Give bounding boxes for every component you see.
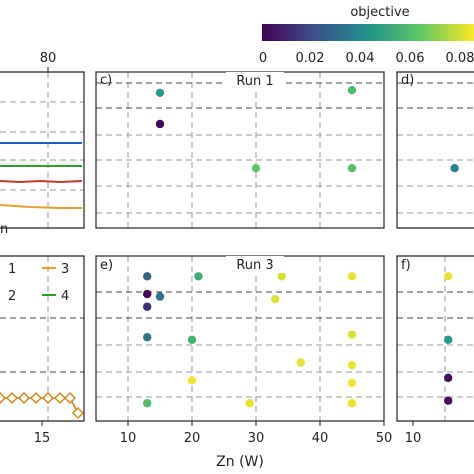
panel-e-point-10 — [187, 335, 197, 344]
series-line-3 — [0, 204, 82, 209]
panel-f-point-2 — [444, 335, 453, 344]
panel-c-point-4 — [251, 164, 261, 173]
colorbar-tick-2: 0.04 — [346, 51, 375, 66]
left-top-frame — [0, 71, 85, 229]
diamond-marker-5 — [41, 391, 55, 405]
panel-f-point-3 — [444, 373, 453, 383]
colorbar-gradient — [262, 24, 474, 41]
left-top-x-tick: 80 — [40, 51, 57, 66]
panel-e: e) Run 3 — [95, 255, 385, 422]
panel-e-point-2 — [194, 272, 203, 281]
left-bottom-x-tick: 15 — [34, 431, 51, 446]
diamond-marker-7 — [63, 391, 77, 405]
colorbar-tick-0: 0 — [259, 51, 267, 66]
panel-e-point-7 — [271, 294, 280, 304]
panel-f-point-1 — [444, 272, 453, 281]
panel-e-point-8 — [143, 302, 152, 311]
colorbar: objective 0 0.02 0.04 0.06 0.08 — [259, 5, 474, 66]
x-axis: 10 20 30 40 50 — [120, 421, 393, 446]
diamond-marker-8 — [71, 406, 84, 420]
diamond-marker-1 — [0, 391, 7, 405]
x-axis-label: Zn (W) — [216, 454, 264, 470]
panel-e-label: e) — [100, 258, 113, 273]
panel-e-point-1 — [143, 272, 152, 281]
panel-c-point-2 — [347, 86, 357, 95]
panel-e-point-18 — [347, 399, 357, 408]
panel-d-label: d) — [401, 73, 414, 88]
panel-f: f) 10 — [396, 255, 474, 446]
panel-f-point-4 — [444, 396, 453, 405]
panel-e-point-5 — [143, 289, 152, 299]
diamond-marker-4 — [29, 391, 43, 405]
panel-e-point-17 — [245, 399, 254, 408]
panel-c-frame — [95, 71, 385, 229]
panel-d: d) — [396, 71, 474, 229]
panel-e-point-3 — [277, 272, 286, 281]
colorbar-tick-1: 0.02 — [296, 51, 325, 66]
panel-e-point-16 — [143, 399, 152, 408]
panel-e-frame — [95, 255, 385, 422]
x-tick-label-10: 10 — [120, 431, 137, 446]
x-tick-label-40: 40 — [312, 431, 329, 446]
panel-c: c) Run 1 — [95, 71, 385, 229]
x-tick-label-50: 50 — [376, 431, 393, 446]
panel-f-label: f) — [401, 258, 411, 273]
panel-c-point-3 — [155, 119, 165, 129]
panel-f-frame — [396, 255, 474, 422]
panel-c-point-1 — [155, 88, 165, 98]
colorbar-tick-3: 0.06 — [396, 51, 425, 66]
left-top-panel: 80 n — [0, 51, 85, 237]
panel-e-point-6 — [155, 292, 165, 301]
panel-d-point-1 — [450, 164, 459, 173]
legend-label-3: 3 — [61, 262, 69, 277]
diamond-marker-6 — [53, 391, 67, 405]
left-top-partial-text: n — [0, 222, 8, 237]
legend: 1 3 2 4 — [8, 262, 69, 304]
colorbar-tick-4: 0.08 — [446, 51, 474, 66]
legend-label-4: 4 — [61, 289, 69, 304]
panel-e-point-15 — [347, 378, 357, 388]
panel-e-point-12 — [296, 358, 305, 367]
diamond-marker-2 — [5, 391, 19, 405]
panel-e-point-9 — [143, 333, 152, 342]
panel-c-point-5 — [347, 164, 357, 173]
legend-label-2: 2 — [8, 289, 16, 304]
panel-c-label: c) — [100, 73, 112, 88]
panel-d-frame — [396, 71, 474, 229]
panel-e-point-13 — [347, 360, 357, 370]
left-bottom-panel: 1 3 2 4 15 — [0, 255, 85, 446]
colorbar-label: objective — [350, 5, 409, 20]
panel-e-point-11 — [347, 330, 357, 339]
panel-e-point-14 — [187, 376, 197, 385]
panel-c-title: Run 1 — [236, 74, 273, 89]
panel-e-point-4 — [347, 272, 357, 281]
legend-label-1: 1 — [8, 262, 16, 277]
panel-f-x-tick: 10 — [405, 431, 422, 446]
series-line-2 — [0, 179, 83, 184]
x-tick-label-20: 20 — [184, 431, 201, 446]
x-tick-label-30: 30 — [248, 431, 265, 446]
diamond-series — [0, 391, 84, 420]
panel-e-title: Run 3 — [236, 258, 273, 273]
diamond-marker-3 — [17, 391, 31, 405]
